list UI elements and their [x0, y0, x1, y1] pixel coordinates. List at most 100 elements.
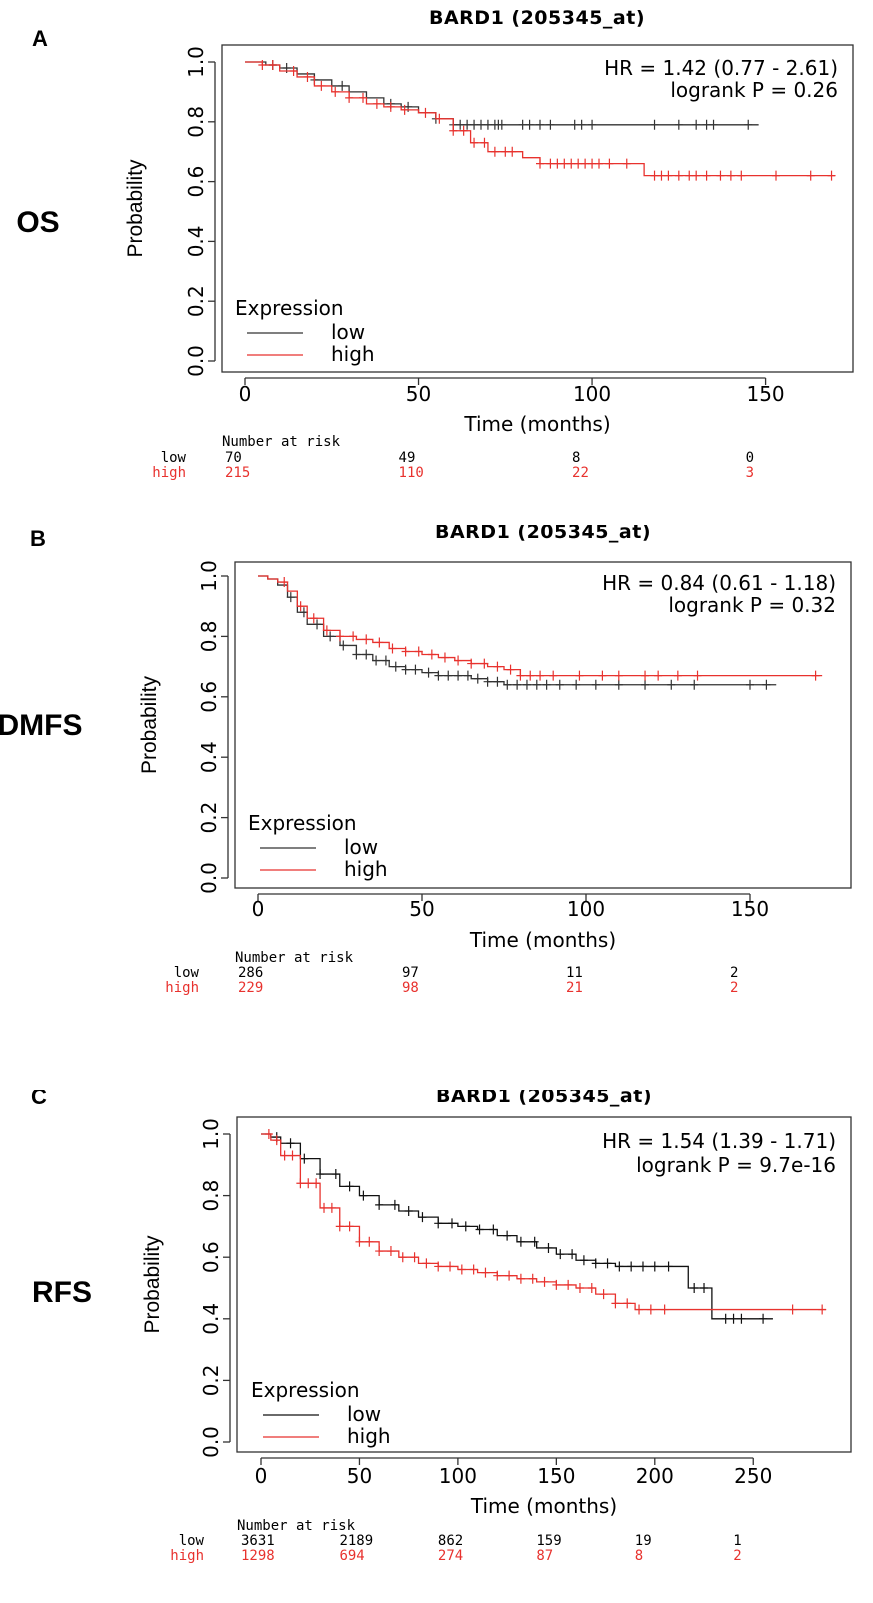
plot-frame: [236, 1116, 852, 1453]
censor-mark-low: [483, 676, 492, 687]
logrank-p-text: logrank P = 9.7e-16: [636, 1153, 836, 1177]
censor-mark-high: [528, 1273, 537, 1284]
censor-mark-low: [650, 119, 659, 130]
censor-mark-high: [446, 1261, 455, 1272]
censor-mark-high: [716, 170, 725, 181]
risk-value-high: 22: [572, 465, 589, 481]
logrank-p-text: logrank P = 0.32: [668, 593, 836, 617]
censor-mark-low: [525, 119, 534, 130]
censor-mark-high: [481, 1267, 490, 1278]
legend-label-high: high: [344, 857, 388, 881]
legend-title: Expression: [248, 811, 357, 835]
censor-mark-low: [345, 1181, 354, 1192]
censor-mark-high: [355, 1236, 364, 1247]
censor-mark-low: [518, 119, 527, 130]
x-axis-label: Time (months): [463, 412, 610, 436]
km-panel-b: B DMFS BARD1 (205345_at) 0 50 100 150 Time (mon…: [0, 525, 873, 1025]
risk-value-high: 2: [730, 980, 738, 996]
censor-mark-high: [501, 146, 510, 157]
censor-mark-high: [623, 1298, 632, 1309]
censor-mark-high: [657, 170, 666, 181]
risk-value-low: 11: [566, 965, 583, 981]
censor-mark-low: [737, 1313, 746, 1324]
y-tick-label: 0.4: [197, 741, 221, 773]
endpoint-label: OS: [16, 206, 59, 239]
y-tick-label: 0.6: [197, 681, 221, 713]
censor-mark-high: [449, 125, 458, 136]
censor-mark-low: [572, 679, 581, 690]
censor-mark-low: [603, 1258, 612, 1269]
censor-mark-low: [591, 1258, 600, 1269]
censor-mark-low: [546, 119, 555, 130]
censor-mark-high: [674, 170, 683, 181]
censor-mark-high: [614, 670, 623, 681]
legend-label-low: low: [344, 835, 378, 859]
censor-mark-high: [434, 1261, 443, 1272]
km-curve-high: [261, 1133, 827, 1311]
censor-mark-high: [421, 107, 430, 118]
censor-mark-low: [667, 679, 676, 690]
censor-mark-high: [280, 577, 289, 588]
km-panel-c: C RFS BARD1 (205345_at) 0 50 100 150 200 250 Time…: [0, 1090, 873, 1603]
censor-mark-low: [591, 679, 600, 690]
censor-mark-high: [505, 1270, 514, 1281]
plot-frame: [221, 44, 854, 373]
censor-mark-high: [304, 1178, 313, 1189]
censor-mark-high: [549, 670, 558, 681]
censor-mark-high: [641, 670, 650, 681]
censor-mark-high: [365, 1236, 374, 1247]
censor-mark-high: [726, 170, 735, 181]
censor-mark-high: [664, 170, 673, 181]
chart-title: BARD1 (205345_at): [436, 1090, 652, 1107]
censor-mark-high: [454, 655, 463, 666]
censor-mark-high: [560, 158, 569, 169]
censor-mark-high: [650, 170, 659, 181]
km-chart-os: A OS BARD1 (205345_at) 0 50 100 150 Time (month…: [16, 7, 854, 481]
censor-mark-low: [401, 664, 410, 675]
logrank-p-text: logrank P = 0.26: [670, 78, 838, 102]
censor-mark-high: [288, 1150, 297, 1161]
x-tick-label: 150: [731, 897, 769, 921]
censor-mark-low: [463, 670, 472, 681]
censor-mark-low: [615, 1261, 624, 1272]
censor-mark-high: [362, 634, 371, 645]
y-tick-label: 0.2: [184, 285, 208, 317]
censor-mark-high: [772, 170, 780, 181]
x-axis-label: Time (months): [470, 1494, 617, 1518]
censor-mark-low: [690, 1283, 699, 1293]
x-tick-label: 150: [537, 1464, 575, 1488]
risk-value-low: 286: [238, 965, 263, 981]
censor-mark-high: [516, 670, 525, 681]
legend-title: Expression: [235, 296, 344, 320]
risk-value-high: 229: [238, 980, 263, 996]
censor-mark-high: [372, 98, 381, 109]
censor-mark-high: [493, 661, 502, 672]
x-tick-label: 100: [439, 1464, 477, 1488]
risk-table-heading: Number at risk: [235, 950, 354, 966]
censor-mark-low: [700, 1283, 709, 1293]
censor-mark-high: [427, 649, 436, 660]
censor-mark-high: [401, 646, 410, 657]
censor-mark-high: [469, 1264, 478, 1275]
censor-mark-high: [320, 1202, 329, 1213]
censor-mark-high: [317, 80, 326, 91]
censor-mark-high: [322, 625, 331, 636]
censor-mark-low: [536, 119, 544, 130]
censor-mark-high: [605, 158, 614, 169]
censor-mark-low: [746, 679, 754, 690]
censor-mark-low: [477, 119, 485, 130]
x-tick-label: 250: [734, 1464, 772, 1488]
censor-mark-low: [447, 1218, 456, 1229]
censor-mark-low: [690, 679, 699, 690]
legend-label-low: low: [347, 1402, 381, 1426]
censor-mark-high: [508, 146, 517, 157]
censor-mark-low: [454, 670, 463, 681]
y-tick-label: 0.6: [184, 166, 208, 198]
censor-mark-high: [303, 71, 312, 82]
censor-mark-high: [349, 631, 358, 642]
censor-mark-high: [345, 92, 354, 103]
censor-mark-low: [721, 1313, 730, 1324]
y-tick-label: 0.2: [199, 1364, 223, 1396]
censor-mark-high: [327, 1202, 336, 1213]
censor-mark-low: [709, 119, 718, 130]
